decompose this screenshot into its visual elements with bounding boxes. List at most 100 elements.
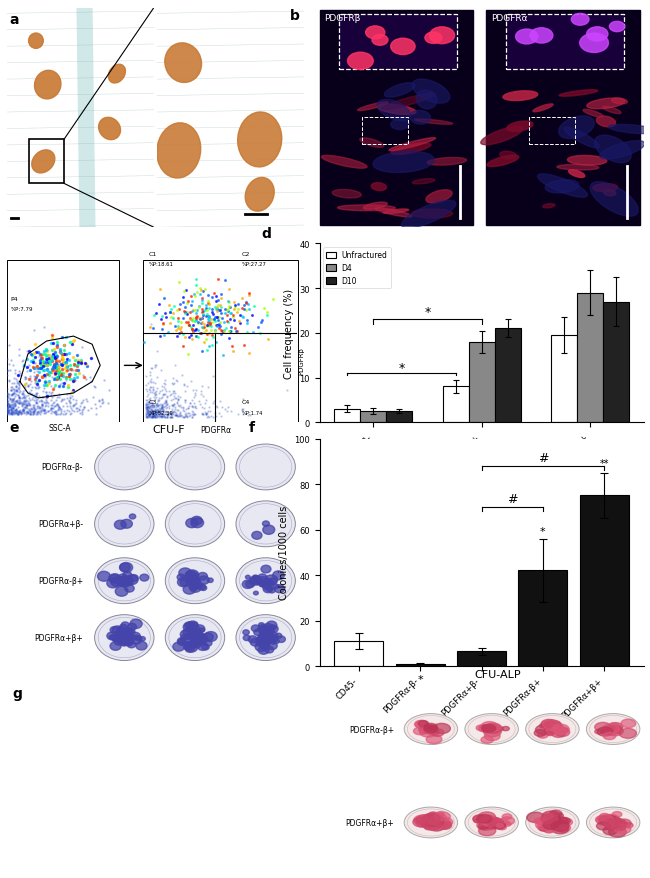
Circle shape [500,817,514,825]
Point [154,398,164,412]
Point [188,326,198,340]
Point [191,401,202,415]
Point [169,390,179,404]
Point [171,406,181,420]
Point [177,402,188,416]
Point [25,388,36,402]
Circle shape [424,818,439,827]
Point [20,378,31,392]
Point [209,395,219,409]
Point [32,392,42,407]
Point [33,390,44,404]
Point [184,319,194,333]
Point [147,408,157,422]
Point [188,391,199,405]
Point [157,309,168,323]
Point [23,397,34,411]
Point [88,390,98,404]
Circle shape [427,728,436,732]
Circle shape [254,592,258,595]
Point [50,367,60,381]
Point [179,393,190,407]
Point [159,410,169,424]
Point [73,354,83,368]
Point [187,407,197,421]
Point [202,343,213,357]
Point [237,309,248,323]
Point [146,402,156,416]
Circle shape [608,827,627,837]
Circle shape [259,636,265,640]
Point [48,396,58,410]
Point [154,402,164,416]
Circle shape [614,819,627,827]
Circle shape [114,638,124,645]
Point [162,400,173,414]
Circle shape [421,725,429,730]
Circle shape [553,727,566,734]
Circle shape [136,642,147,651]
Point [242,408,253,422]
Point [40,348,50,362]
Point [176,320,186,335]
Point [19,406,29,420]
Circle shape [497,824,503,827]
Point [161,311,172,325]
Circle shape [545,730,554,735]
Point [3,399,14,414]
Point [36,406,46,420]
Point [65,407,75,421]
Point [6,403,17,417]
Point [14,397,25,411]
Point [48,401,58,415]
Point [67,372,77,386]
Point [144,408,154,422]
Circle shape [98,572,111,581]
Circle shape [416,819,430,827]
Point [42,368,52,382]
Point [202,320,212,335]
Circle shape [190,579,199,586]
Point [16,386,27,400]
Point [36,397,47,411]
Point [28,361,38,375]
Point [196,345,207,359]
Circle shape [430,819,438,824]
Circle shape [268,588,275,594]
Point [145,399,155,414]
Circle shape [192,637,202,645]
Point [163,408,174,422]
Circle shape [610,822,617,826]
Circle shape [484,731,500,741]
Circle shape [110,627,119,633]
Point [46,403,56,417]
Point [2,364,12,378]
Point [18,402,28,416]
Circle shape [177,574,185,580]
Point [149,404,159,418]
Point [44,375,55,389]
Point [148,409,159,423]
Point [207,291,217,305]
Point [155,313,166,327]
Point [159,396,169,410]
Point [181,408,191,422]
Point [8,407,19,421]
Circle shape [436,812,444,817]
Point [64,354,75,368]
Point [12,396,23,410]
Circle shape [265,587,272,592]
Point [172,403,182,417]
Circle shape [189,577,199,585]
Circle shape [489,818,503,826]
Point [7,406,18,420]
Point [191,272,202,286]
Point [206,302,216,316]
Point [8,407,19,421]
Point [42,375,52,389]
Circle shape [188,578,199,587]
Text: C2: C2 [242,252,250,256]
Circle shape [422,819,437,828]
Point [249,300,259,314]
Point [152,400,162,414]
